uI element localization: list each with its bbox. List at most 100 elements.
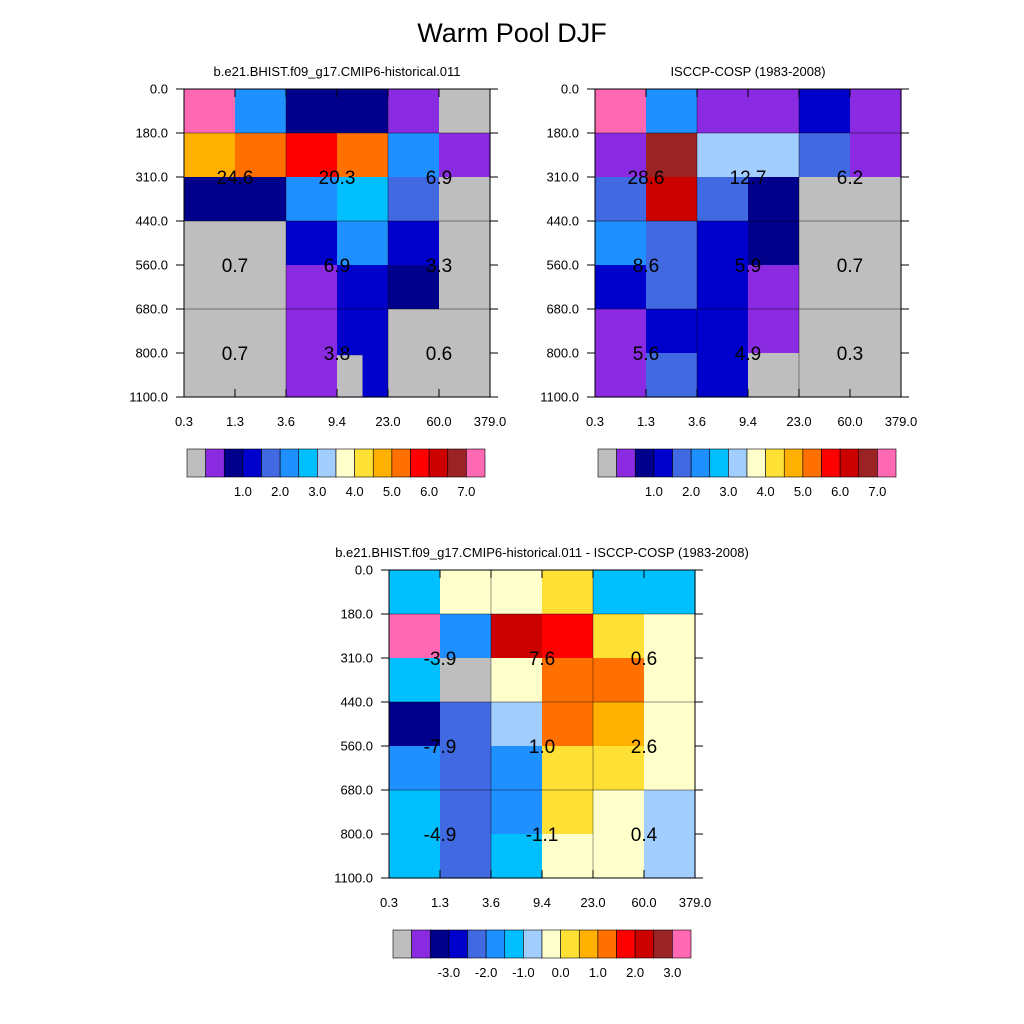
heatmap-cell	[697, 177, 749, 222]
heatmap-cell	[646, 309, 698, 354]
heatmap-cell	[850, 221, 902, 266]
cell-value-label: 0.7	[222, 256, 248, 277]
colorbar-swatch	[709, 448, 729, 478]
heatmap-cell	[595, 133, 647, 178]
colorbar-label: 7.0	[868, 484, 886, 499]
cell-value-label: 5.9	[735, 256, 761, 277]
heatmap-cell	[595, 221, 647, 266]
y-tick-label: 1100.0	[334, 871, 373, 886]
heatmap-cell	[440, 702, 492, 747]
heatmap-cell	[440, 614, 492, 659]
heatmap-cell	[286, 265, 338, 310]
panel-3: 0.3 1.3 3.6 9.4 23.0 60.0 379.0 0.0 180.0 310.0 44…	[334, 545, 749, 980]
colorbar-swatch	[504, 929, 524, 959]
heatmap-cell	[337, 221, 389, 266]
y-tick-label: 560.0	[340, 739, 373, 754]
x-tick-label: 1.3	[431, 895, 449, 910]
heatmap-cell	[440, 570, 492, 615]
heatmap-cell	[235, 89, 287, 134]
heatmap-cell	[286, 177, 338, 222]
colorbar-swatch	[597, 929, 617, 959]
cell-value-label: -7.9	[424, 737, 457, 758]
y-tick-label: 180.0	[135, 126, 168, 141]
cell-value-label: 0.4	[631, 825, 658, 846]
heatmap-cell	[644, 658, 696, 703]
heatmap-cell	[697, 265, 749, 310]
y-tick-label: 680.0	[135, 302, 168, 317]
heatmap-cell	[439, 177, 491, 222]
heatmap-cell	[593, 570, 645, 615]
colorbar-swatch	[223, 448, 244, 478]
y-tick-label: 0.0	[561, 82, 579, 97]
heatmap-cell	[439, 265, 491, 310]
y-tick-label: 180.0	[340, 607, 373, 622]
colorbar-swatch	[597, 448, 617, 478]
y-tick-label: 0.0	[355, 563, 373, 578]
y-tick-label: 180.0	[546, 126, 579, 141]
heatmap-cell	[184, 353, 236, 398]
cell-value-label: 8.6	[633, 256, 659, 277]
heatmap-cell	[748, 353, 800, 398]
heatmap-cell	[439, 133, 491, 178]
colorbar-swatch	[467, 929, 487, 959]
x-tick-label: 60.0	[837, 414, 862, 429]
heatmap-cell	[184, 133, 236, 178]
heatmap-cell	[389, 614, 441, 659]
colorbar-swatch	[242, 448, 262, 478]
heatmap-cell	[440, 746, 492, 791]
colorbar-swatch	[466, 448, 486, 478]
heatmap-cell	[184, 177, 236, 222]
heatmap-cell	[388, 309, 440, 354]
y-tick-label: 310.0	[340, 651, 373, 666]
colorbar-swatch	[653, 448, 673, 478]
heatmap-cell	[388, 353, 440, 398]
cell-value-label: -4.9	[424, 825, 457, 846]
colorbar-swatch	[429, 929, 450, 959]
heatmap-cell	[389, 702, 441, 747]
colorbar-swatch	[448, 929, 468, 959]
colorbar-label: 2.0	[682, 484, 700, 499]
colorbar-swatch	[205, 448, 225, 478]
heatmap-cell	[850, 89, 902, 134]
heatmap-cell	[593, 658, 645, 703]
heatmap-cell	[697, 353, 749, 398]
heatmap-cell	[235, 133, 287, 178]
x-tick-label: 379.0	[474, 414, 507, 429]
heatmap-cell	[439, 89, 491, 134]
cell-value-label: 24.6	[217, 168, 254, 189]
colorbar-label: -3.0	[438, 965, 460, 980]
heatmap-cell	[491, 658, 543, 703]
heatmap-cell	[286, 309, 338, 354]
x-tick-label: 3.6	[482, 895, 500, 910]
y-tick-label: 680.0	[340, 783, 373, 798]
heatmap-cell	[337, 89, 389, 134]
colorbar-swatch	[485, 929, 506, 959]
colorbar-swatch	[391, 448, 411, 478]
cell-value-label: 6.9	[324, 256, 350, 277]
heatmap-cell	[850, 133, 902, 178]
heatmap-cell	[850, 177, 902, 222]
heatmap-cell	[595, 265, 647, 310]
colorbar-swatch	[578, 929, 599, 959]
colorbar-swatch	[186, 448, 206, 478]
heatmap-cell	[286, 221, 338, 266]
colorbar-swatch	[839, 448, 860, 478]
x-tick-label: 0.3	[380, 895, 398, 910]
heatmap-cell	[644, 834, 696, 879]
colorbar-swatch	[317, 448, 337, 478]
colorbar-swatch	[783, 448, 804, 478]
heatmap-cell	[593, 834, 645, 879]
y-tick-label: 310.0	[546, 170, 579, 185]
heatmap-cell	[235, 221, 287, 266]
heatmap-cell	[799, 353, 851, 398]
heatmap-cell	[748, 309, 800, 354]
heatmap-cell	[491, 790, 543, 835]
heatmap-cell	[799, 265, 851, 310]
heatmap-cell	[799, 221, 851, 266]
colorbar: 1.0 2.0 3.0 4.0 5.0 6.0 7.0	[186, 448, 486, 499]
y-tick-label: 680.0	[546, 302, 579, 317]
cell-value-label: 28.6	[628, 168, 665, 189]
colorbar-swatch	[672, 448, 692, 478]
y-tick-label: 0.0	[150, 82, 168, 97]
heatmap-cell	[697, 89, 749, 134]
